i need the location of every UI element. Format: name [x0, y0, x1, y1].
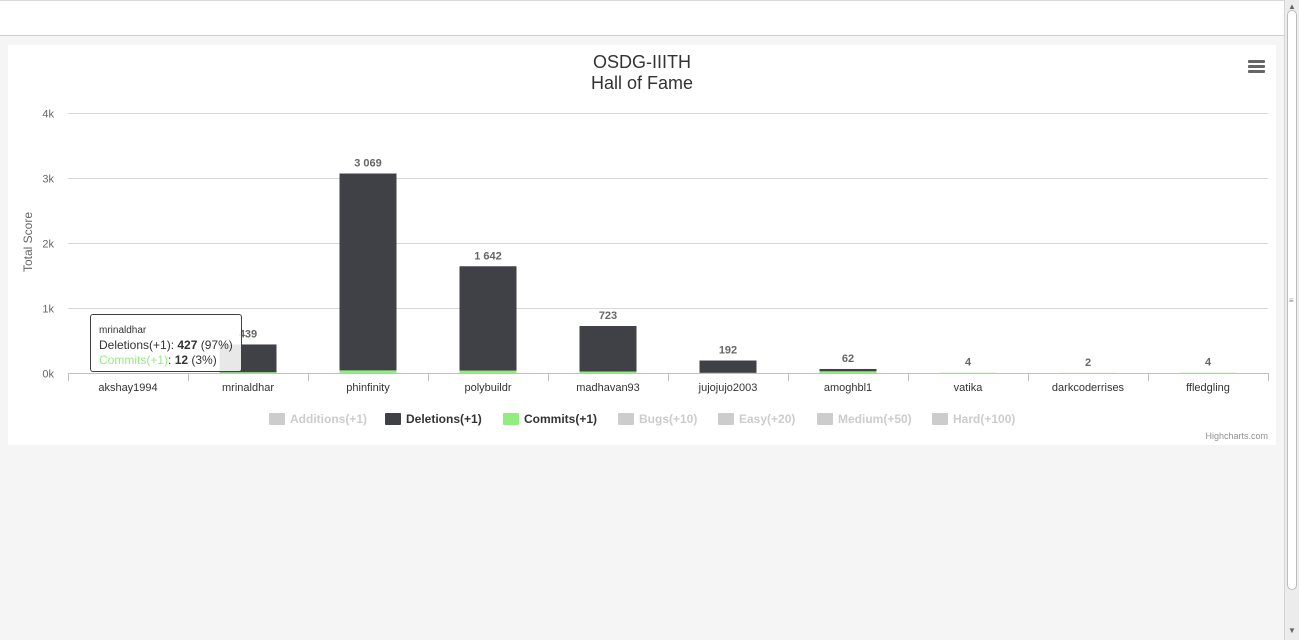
chart-subtitle: Hall of Fame — [590, 73, 694, 93]
legend-swatch-icon — [618, 413, 634, 425]
menu-icon-line — [1248, 65, 1265, 68]
legend-item-easy[interactable]: Easy(+20) — [718, 411, 795, 427]
legend-swatch-icon — [503, 413, 519, 425]
legend-label: Commits(+1) — [524, 412, 598, 426]
x-axis: akshay1994 mrinaldhar phinfinity polybuildr… — [68, 373, 1269, 394]
bar-total-label: 3 069 — [354, 158, 382, 170]
legend-label: Deletions(+1) — [406, 412, 482, 426]
legend-swatch-icon — [269, 413, 285, 425]
bar-total-label: 439 — [239, 328, 257, 340]
bar-total-label: 4 — [1205, 357, 1212, 369]
scrollbar-thumb[interactable] — [1287, 10, 1297, 590]
legend-item-bugs[interactable]: Bugs(+10) — [618, 411, 697, 427]
gridlines — [68, 113, 1268, 309]
y-axis-tick-labels: 0k 1k 2k 3k 4k — [42, 109, 54, 381]
y-tick-label: 3k — [42, 174, 54, 186]
legend-label: Hard(+100) — [953, 412, 1016, 426]
chart-tooltip: mrinaldhar Deletions(+1): 427 (97%) Comm… — [90, 314, 242, 372]
tooltip-value: 427 — [177, 338, 198, 352]
bar-deletions-amoghbl1[interactable] — [819, 368, 877, 372]
legend-item-additions[interactable]: Additions(+1) — [269, 411, 367, 427]
chart-context-menu-button[interactable] — [1240, 54, 1274, 80]
highcharts-credits-link[interactable]: Highcharts.com — [1205, 431, 1268, 441]
legend-swatch-icon — [718, 413, 734, 425]
scroll-down-arrow-icon[interactable]: ▼ — [1288, 626, 1296, 635]
y-tick-label: 2k — [42, 239, 54, 251]
legend-swatch-icon — [817, 413, 833, 425]
scrollbar-grip-icon: ≡ — [1289, 296, 1294, 305]
tooltip-percent: (3%) — [191, 353, 217, 367]
x-tick-label: madhavan93 — [576, 382, 640, 394]
chart-title: OSDG-IIITH — [593, 52, 691, 72]
tooltip-row-deletions: Deletions(+1): 427 (97%) — [99, 338, 233, 352]
tooltip-header: mrinaldhar — [99, 325, 147, 336]
x-tick-label: darkcoderrises — [1052, 382, 1125, 394]
bar-total-labels: 439 3 069 1 642 723 192 62 4 2 4 — [239, 158, 1212, 369]
bar-commits-amoghbl1[interactable] — [819, 371, 877, 373]
page-scrollbar[interactable]: ▲ ≡ ▼ — [1284, 0, 1299, 640]
bar-total-label: 2 — [1085, 357, 1091, 369]
legend-swatch-icon — [932, 413, 948, 425]
bars — [219, 173, 1237, 374]
bar-commits-polybuildr[interactable] — [459, 370, 517, 373]
legend-swatch-icon — [385, 413, 401, 425]
bar-commits-madhavan93[interactable] — [579, 371, 637, 373]
menu-icon-line — [1248, 70, 1265, 73]
y-tick-label: 0k — [42, 369, 54, 381]
tooltip-row-commits: Commits(+1): 12 (3%) — [99, 353, 217, 367]
x-tick-label: polybuildr — [464, 382, 511, 394]
bar-total-label: 723 — [599, 310, 617, 322]
y-axis-title: Total Score — [21, 212, 35, 272]
tooltip-value: 12 — [174, 353, 189, 367]
scroll-up-arrow-icon[interactable]: ▲ — [1288, 2, 1296, 11]
tooltip-percent: (97%) — [200, 338, 233, 352]
browser-top-bar — [0, 0, 1299, 36]
bar-total-label: 1 642 — [474, 250, 502, 262]
tooltip-series-name: Deletions(+1) — [99, 338, 171, 352]
bar-total-label: 4 — [965, 357, 972, 369]
x-tick-label: ffledgling — [1186, 382, 1230, 394]
chart-title-block: OSDG-IIITH Hall of Fame — [8, 52, 1276, 94]
x-tick-label: mrinaldhar — [222, 382, 274, 394]
chart-container — [8, 45, 1276, 445]
bar-commits-phinfinity[interactable] — [339, 370, 397, 373]
bar-total-label: 192 — [719, 345, 737, 357]
bar-commits-mrinaldhar[interactable] — [219, 372, 277, 374]
legend-item-medium[interactable]: Medium(+50) — [817, 411, 912, 427]
menu-icon-line — [1248, 60, 1265, 63]
legend-label: Medium(+50) — [838, 412, 912, 426]
x-tick-label: amoghbl1 — [824, 382, 872, 394]
x-tick-label: jujojujo2003 — [698, 382, 758, 394]
bar-deletions-phinfinity[interactable] — [339, 173, 397, 371]
legend-label: Bugs(+10) — [639, 412, 698, 426]
bar-deletions-jujojujo2003[interactable] — [699, 360, 757, 373]
x-tick-label: akshay1994 — [98, 382, 157, 394]
x-tick-label: vatika — [954, 382, 984, 394]
y-tick-label: 1k — [42, 304, 54, 316]
x-tick-label: phinfinity — [346, 382, 390, 394]
legend-label: Additions(+1) — [290, 412, 367, 426]
bar-deletions-polybuildr[interactable] — [459, 266, 517, 371]
legend-item-hard[interactable]: Hard(+100) — [932, 411, 1015, 427]
y-tick-label: 4k — [42, 109, 54, 121]
legend-label: Easy(+20) — [739, 412, 796, 426]
bar-total-label: 62 — [842, 353, 854, 365]
bar-deletions-madhavan93[interactable] — [579, 326, 637, 372]
tooltip-series-name: Commits(+1) — [99, 353, 169, 367]
legend-item-deletions[interactable]: Deletions(+1) — [385, 411, 482, 427]
legend-item-commits[interactable]: Commits(+1) — [503, 411, 597, 427]
